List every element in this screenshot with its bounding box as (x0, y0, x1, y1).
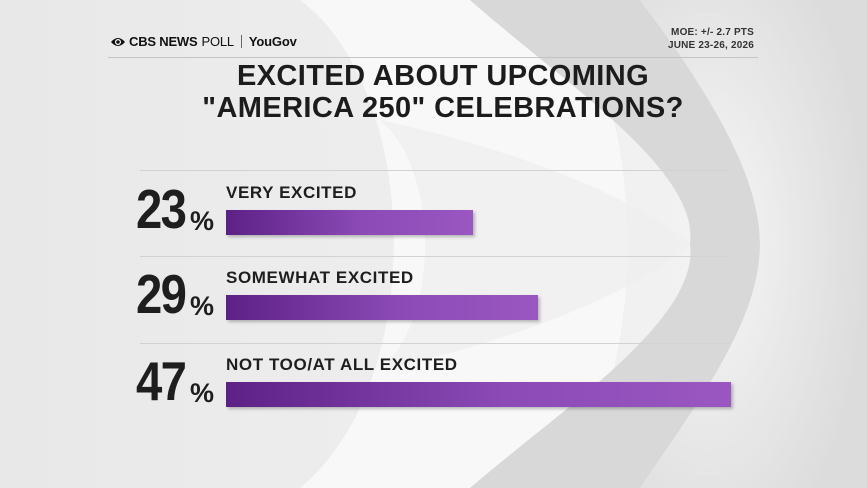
poll-logo: CBS NEWS POLL YouGov (110, 34, 297, 49)
cbs-eye-icon (111, 37, 125, 46)
percent-value: 47 (136, 350, 187, 412)
bar (226, 295, 538, 320)
percent-sign: % (190, 378, 215, 408)
percent-value: 29 (136, 263, 187, 325)
partner-name: YouGov (248, 34, 297, 49)
poll-word: POLL (201, 34, 234, 49)
logo-divider (240, 35, 242, 48)
category-label: NOT TOO/AT ALL EXCITED (226, 355, 458, 374)
header-divider (108, 57, 758, 58)
margin-of-error: MOE: +/- 2.7 PTS (671, 27, 754, 38)
percent-value: 23 (136, 178, 187, 240)
bar (226, 210, 473, 235)
row-divider (140, 170, 730, 171)
percent-label: 23% (136, 177, 214, 241)
category-label: VERY EXCITED (226, 183, 357, 202)
percent-sign: % (190, 291, 215, 321)
poll-dates: JUNE 23-26, 2026 (667, 40, 754, 51)
row-divider (140, 256, 730, 257)
chart-title: EXCITED ABOUT UPCOMING "AMERICA 250" CEL… (133, 60, 753, 124)
percent-label: 29% (136, 262, 214, 326)
poll-info: MOE: +/- 2.7 PTS JUNE 23-26, 2026 (668, 26, 754, 52)
title-line-2: "AMERICA 250" CELEBRATIONS? (202, 92, 684, 124)
percent-label: 47% (136, 349, 214, 413)
bar (226, 382, 731, 407)
brand-name: CBS NEWS (129, 34, 198, 49)
percent-sign: % (190, 206, 215, 236)
category-label: SOMEWHAT EXCITED (226, 268, 414, 287)
title-line-1: EXCITED ABOUT UPCOMING (236, 60, 650, 92)
row-divider (140, 343, 730, 344)
